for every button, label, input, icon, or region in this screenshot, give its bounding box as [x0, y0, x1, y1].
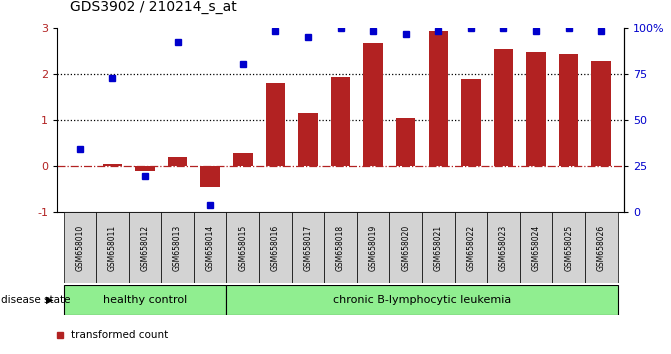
Text: GSM658026: GSM658026 — [597, 225, 606, 271]
Text: GSM658023: GSM658023 — [499, 225, 508, 271]
Bar — [585, 212, 617, 283]
Text: GSM658018: GSM658018 — [336, 225, 345, 271]
Bar — [494, 49, 513, 166]
Text: GSM658014: GSM658014 — [206, 225, 215, 271]
Bar — [64, 212, 96, 283]
Bar — [526, 52, 546, 166]
Bar — [292, 212, 324, 283]
Bar — [161, 212, 194, 283]
Bar — [266, 82, 285, 166]
Bar — [96, 212, 129, 283]
Bar — [103, 164, 122, 166]
Bar — [552, 212, 585, 283]
Bar — [227, 212, 259, 283]
Bar — [136, 166, 155, 171]
Text: GSM658015: GSM658015 — [238, 225, 248, 271]
Bar — [520, 212, 552, 283]
Bar — [454, 212, 487, 283]
Bar — [227, 285, 617, 315]
Bar — [559, 54, 578, 166]
Text: healthy control: healthy control — [103, 295, 187, 305]
Bar — [259, 212, 292, 283]
Text: GSM658019: GSM658019 — [368, 225, 378, 271]
Bar — [396, 118, 415, 166]
Bar — [233, 154, 252, 166]
Bar — [422, 212, 454, 283]
Bar — [168, 157, 187, 166]
Text: GSM658013: GSM658013 — [173, 225, 182, 271]
Bar — [331, 77, 350, 166]
Text: ▶: ▶ — [46, 295, 54, 305]
Bar — [487, 212, 520, 283]
Text: GSM658016: GSM658016 — [271, 225, 280, 271]
Text: disease state: disease state — [1, 295, 70, 305]
Text: GSM658025: GSM658025 — [564, 225, 573, 271]
Text: transformed count: transformed count — [71, 330, 168, 339]
Text: GSM658011: GSM658011 — [108, 225, 117, 271]
Text: GSM658020: GSM658020 — [401, 225, 410, 271]
Bar — [129, 212, 161, 283]
Bar — [429, 31, 448, 166]
Bar — [194, 212, 227, 283]
Bar — [363, 43, 383, 166]
Bar — [324, 212, 357, 283]
Bar — [201, 166, 220, 187]
Text: GSM658010: GSM658010 — [75, 225, 85, 271]
Text: GSM658021: GSM658021 — [433, 225, 443, 271]
Text: GSM658022: GSM658022 — [466, 225, 475, 271]
Bar — [591, 61, 611, 166]
Text: GSM658012: GSM658012 — [140, 225, 150, 271]
Bar — [298, 114, 318, 166]
Bar — [389, 212, 422, 283]
Text: GSM658024: GSM658024 — [531, 225, 541, 271]
Bar — [357, 212, 389, 283]
Text: GDS3902 / 210214_s_at: GDS3902 / 210214_s_at — [70, 0, 238, 14]
Text: chronic B-lymphocytic leukemia: chronic B-lymphocytic leukemia — [333, 295, 511, 305]
Bar — [461, 79, 480, 166]
Bar — [64, 285, 227, 315]
Text: GSM658017: GSM658017 — [303, 225, 313, 271]
